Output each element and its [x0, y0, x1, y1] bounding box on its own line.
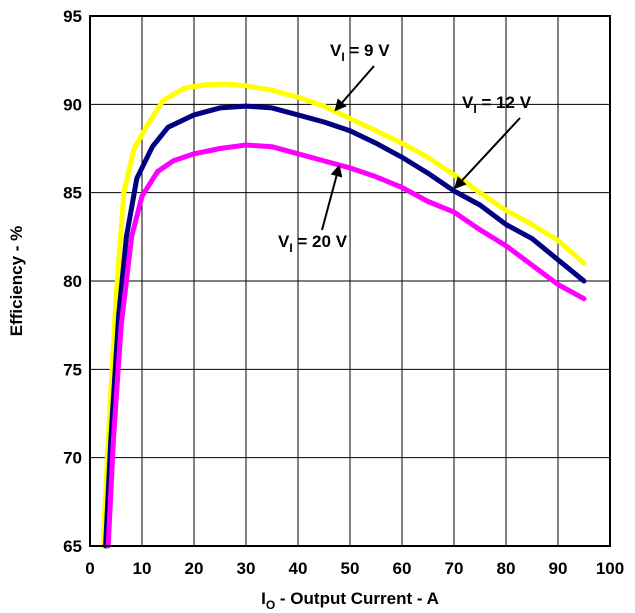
series-lines — [100, 81, 587, 549]
x-axis-title-rest: - Output Current - A — [275, 589, 439, 608]
y-tick-label: 70 — [63, 449, 82, 468]
x-axis-title: IO - Output Current - A — [261, 589, 439, 612]
series-annotation: VI = 12 V — [462, 93, 532, 116]
x-tick-label: 20 — [185, 559, 204, 578]
x-axis-title-main: I — [261, 589, 266, 608]
x-tick-label: 80 — [497, 559, 516, 578]
annotation-arrow-line — [321, 175, 338, 231]
annotations: VI = 9 V VI = 12 V VI = 20 V — [278, 41, 532, 255]
x-tick-label: 0 — [85, 559, 94, 578]
x-tick-label: 30 — [237, 559, 256, 578]
x-tick-label: 40 — [289, 559, 308, 578]
y-tick-label: 65 — [63, 537, 82, 556]
plot-frame — [89, 15, 611, 547]
y-tick-label: 90 — [63, 95, 82, 114]
x-tick-label: 60 — [393, 559, 412, 578]
x-tick-label: 50 — [341, 559, 360, 578]
x-tick-label: 90 — [549, 559, 568, 578]
series-annotation: VI = 20 V — [278, 232, 348, 255]
tick-labels: 0 10 20 30 40 50 60 70 80 90 100 65 70 75 80 85 90 95 — [63, 7, 624, 578]
series-line-1 — [100, 81, 587, 549]
series-annotation: VI = 9 V — [330, 41, 390, 64]
y-tick-label: 95 — [63, 7, 82, 26]
annotation-arrow-line — [461, 117, 521, 182]
y-tick-label: 80 — [63, 272, 82, 291]
annotation-arrow-head — [330, 164, 343, 178]
series-line-3 — [105, 142, 587, 549]
annotation-arrow-line — [341, 65, 375, 104]
x-axis-title-sub: O — [266, 598, 275, 612]
series-line-2 — [103, 103, 587, 549]
x-tick-label: 70 — [445, 559, 464, 578]
annotation-arrow-head — [454, 176, 467, 190]
x-tick-label: 10 — [133, 559, 152, 578]
y-axis-title: Efficiency - % — [7, 226, 26, 337]
y-tick-label: 85 — [63, 184, 82, 203]
annotation-arrow-head — [334, 98, 347, 112]
y-tick-label: 75 — [63, 360, 82, 379]
x-tick-label: 100 — [596, 559, 624, 578]
